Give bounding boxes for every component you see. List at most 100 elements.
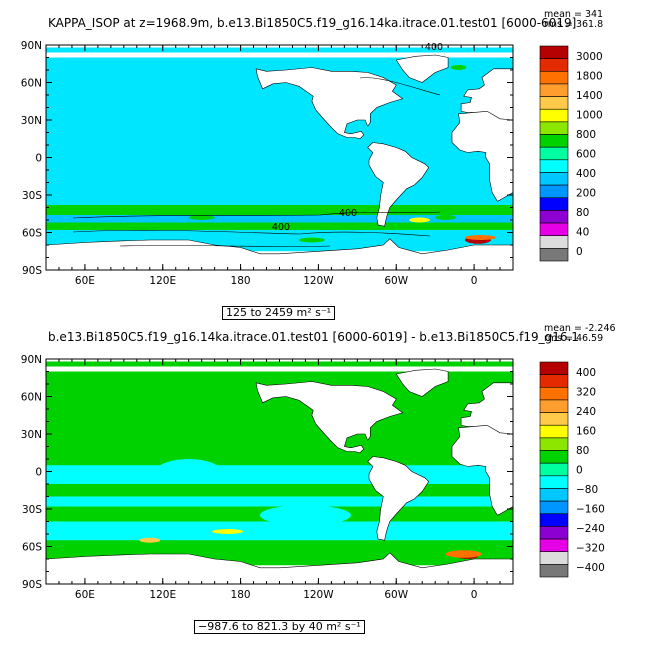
- panel1-colorbar-label: 1800: [576, 70, 603, 82]
- panel2-colorbar-swatch: [539, 374, 569, 388]
- panel2-land-indonesia: [591, 462, 630, 482]
- panel2-lon-tick-label: 120E: [149, 589, 176, 601]
- panel1-field-patch: [450, 65, 467, 70]
- panel2-map: [45, 358, 647, 585]
- panel1-field-patch: [435, 215, 456, 220]
- panel1-colorbar-swatch: [539, 96, 569, 110]
- panel2-colorbar-label: 400: [576, 367, 596, 379]
- panel1-land-indonesia: [591, 148, 630, 168]
- panel2-land-americaN: [255, 381, 404, 454]
- panel2-colorbar-swatch: [539, 412, 569, 426]
- panel1-land-americaS: [367, 142, 430, 227]
- panel1-land-borneo: [614, 149, 630, 163]
- panel1-lat-tick-label: 30N: [21, 115, 42, 127]
- panel2-colorbar-swatch: [539, 538, 569, 553]
- panel2-colorbar-swatch: [539, 450, 569, 464]
- panel2-colorbar-swatch: [539, 386, 569, 401]
- panel1-lon-tick-label: 60E: [75, 275, 95, 287]
- panel2-colorbar-swatch: [539, 513, 569, 527]
- panel1-colorbar-swatch: [539, 134, 569, 148]
- panel1-field-patch: [409, 217, 430, 223]
- panel1-colorbar-swatch: [539, 184, 569, 199]
- panel1-lon-tick-label: 120E: [149, 275, 176, 287]
- panel1-field-patch: [188, 215, 215, 220]
- panel1-lat-tick-label: 60N: [21, 78, 42, 90]
- panel2-colorbar-label: −320: [576, 543, 605, 555]
- panel1-title: KAPPA_ISOP at z=1968.9m, b.e13.Bi1850C5.…: [48, 16, 577, 30]
- panel1-lon-tick-label: 60W: [384, 275, 408, 287]
- panel2-field-band: [46, 465, 513, 484]
- panel2-mean: mean = -2.246: [544, 323, 616, 334]
- panel2-colorbar-label: −400: [576, 562, 605, 574]
- panel2-land-newguinea: [643, 473, 647, 484]
- panel1-colorbar-label: 200: [576, 188, 596, 200]
- panel1-land-antarctica: [46, 238, 513, 270]
- panel2-colorbar-swatch: [539, 361, 569, 375]
- panel1-contour-line: [359, 77, 441, 96]
- panel2-field-patch: [445, 550, 482, 558]
- panel1-lon-tick-label: 120W: [303, 275, 334, 287]
- panel1-colorbar-swatch: [539, 248, 569, 262]
- panel1-colorbar-label: 80: [576, 207, 589, 219]
- panel2-colorbar-swatch: [539, 462, 569, 477]
- panel1-colorbar-label: 600: [576, 149, 596, 161]
- panel1-lat-tick-label: 0: [35, 153, 42, 165]
- panel1-rms: rms = 361.8: [544, 19, 604, 30]
- panel1-field-band: [46, 215, 513, 223]
- panel2-lat-tick-label: 90N: [21, 354, 42, 366]
- panel1-colorbar-swatch: [539, 58, 569, 72]
- panel1-colorbar-label: 40: [576, 227, 589, 239]
- panel2-land-greenland: [395, 368, 449, 397]
- panel1-field-patch: [298, 237, 325, 243]
- panel1-colorbar: [539, 45, 569, 262]
- panel1-colorbar-swatch: [539, 159, 569, 173]
- panel1-lon-tick-label: 180: [231, 275, 251, 287]
- panel1-land-greenland: [395, 54, 449, 83]
- panel2-lon-tick-label: 0: [471, 589, 478, 601]
- panel2-colorbar-swatch: [539, 500, 569, 515]
- panel1-land-newguinea: [643, 159, 647, 170]
- panel2-lon-tick-label: 180: [231, 589, 251, 601]
- panel1-land-australia: [619, 171, 647, 205]
- panel1-lon-tick-label: 0: [471, 275, 478, 287]
- panel2-lat-tick-label: 60N: [21, 392, 42, 404]
- panel1-colorbar-swatch: [539, 83, 569, 97]
- panel1-colorbar-swatch: [539, 172, 569, 186]
- panel2-rms: rms = 46.59: [544, 333, 604, 344]
- panel1-colorbar-swatch: [539, 70, 569, 85]
- panel1-contour-line: [72, 211, 441, 219]
- panel2-colorbar-label: 320: [576, 386, 596, 398]
- panel1-colorbar-swatch: [539, 197, 569, 211]
- panel2-colorbar-label: −160: [576, 504, 605, 516]
- panel1-lat-tick-label: 60S: [22, 228, 42, 240]
- panel2-field-patch: [139, 537, 161, 543]
- panel2-field-patch: [260, 505, 351, 526]
- panel2-colorbar-label: 240: [576, 406, 596, 418]
- panel2-lat-tick-label: 30N: [21, 429, 42, 441]
- panel2-colorbar-swatch: [539, 399, 569, 413]
- panel2-field-band: [46, 440, 513, 459]
- panel1-contour-line: [119, 245, 331, 247]
- panel1-lat-tick-label: 30S: [22, 190, 42, 202]
- panel2-lon-tick-label: 60E: [75, 589, 95, 601]
- panel1-colorbar-swatch: [539, 235, 569, 249]
- panel2-colorbar-swatch: [539, 424, 569, 439]
- panel2-colorbar-swatch: [539, 488, 569, 502]
- panel2-colorbar-swatch: [539, 475, 569, 489]
- panel2-lon-tick-label: 120W: [303, 589, 334, 601]
- panel1-contour-label: 400: [339, 208, 357, 219]
- panel2-field-patch: [156, 459, 222, 484]
- panel1-colorbar-label: 1400: [576, 90, 603, 102]
- panel1-field-band: [46, 222, 513, 230]
- panel1-colorbar-swatch: [539, 146, 569, 161]
- panel1-contour-line: [72, 229, 431, 237]
- panel1-range-label: 125 to 2459 m² s⁻¹: [222, 306, 336, 320]
- panel2-colorbar-swatch: [539, 551, 569, 565]
- panel2-land-madagascar: [525, 487, 539, 503]
- panel2-land-australia: [619, 485, 647, 519]
- panel1-colorbar-label: 3000: [576, 51, 603, 63]
- panel1-land-madagascar: [525, 173, 539, 189]
- panel1-lat-tick-label: 90S: [22, 265, 42, 277]
- panel2-land-americaS: [367, 456, 430, 541]
